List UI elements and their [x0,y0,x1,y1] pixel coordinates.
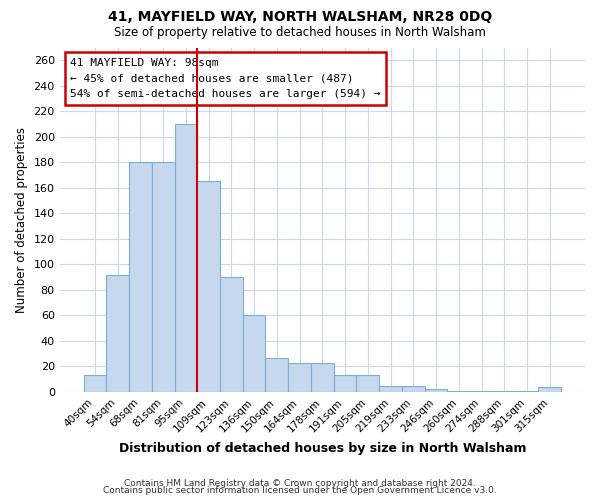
Text: Size of property relative to detached houses in North Walsham: Size of property relative to detached ho… [114,26,486,39]
Bar [538,387,561,392]
Y-axis label: Number of detached properties: Number of detached properties [15,126,28,312]
Bar [402,386,425,392]
Text: Contains HM Land Registry data © Crown copyright and database right 2024.: Contains HM Land Registry data © Crown c… [124,478,476,488]
Bar [220,277,243,392]
Text: Contains public sector information licensed under the Open Government Licence v3: Contains public sector information licen… [103,486,497,495]
Bar [379,386,402,392]
Bar [334,376,356,392]
Bar [515,390,538,392]
Bar [197,182,220,392]
Bar [265,358,288,392]
Bar [493,390,515,392]
Bar [425,390,448,392]
Bar [152,162,175,392]
Bar [470,390,493,392]
Bar [175,124,197,392]
Bar [106,274,129,392]
X-axis label: Distribution of detached houses by size in North Walsham: Distribution of detached houses by size … [119,442,526,455]
Text: 41 MAYFIELD WAY: 98sqm
← 45% of detached houses are smaller (487)
54% of semi-de: 41 MAYFIELD WAY: 98sqm ← 45% of detached… [70,58,380,99]
Text: 41, MAYFIELD WAY, NORTH WALSHAM, NR28 0DQ: 41, MAYFIELD WAY, NORTH WALSHAM, NR28 0D… [108,10,492,24]
Bar [356,376,379,392]
Bar [83,376,106,392]
Bar [243,316,265,392]
Bar [288,362,311,392]
Bar [129,162,152,392]
Bar [311,362,334,392]
Bar [448,390,470,392]
